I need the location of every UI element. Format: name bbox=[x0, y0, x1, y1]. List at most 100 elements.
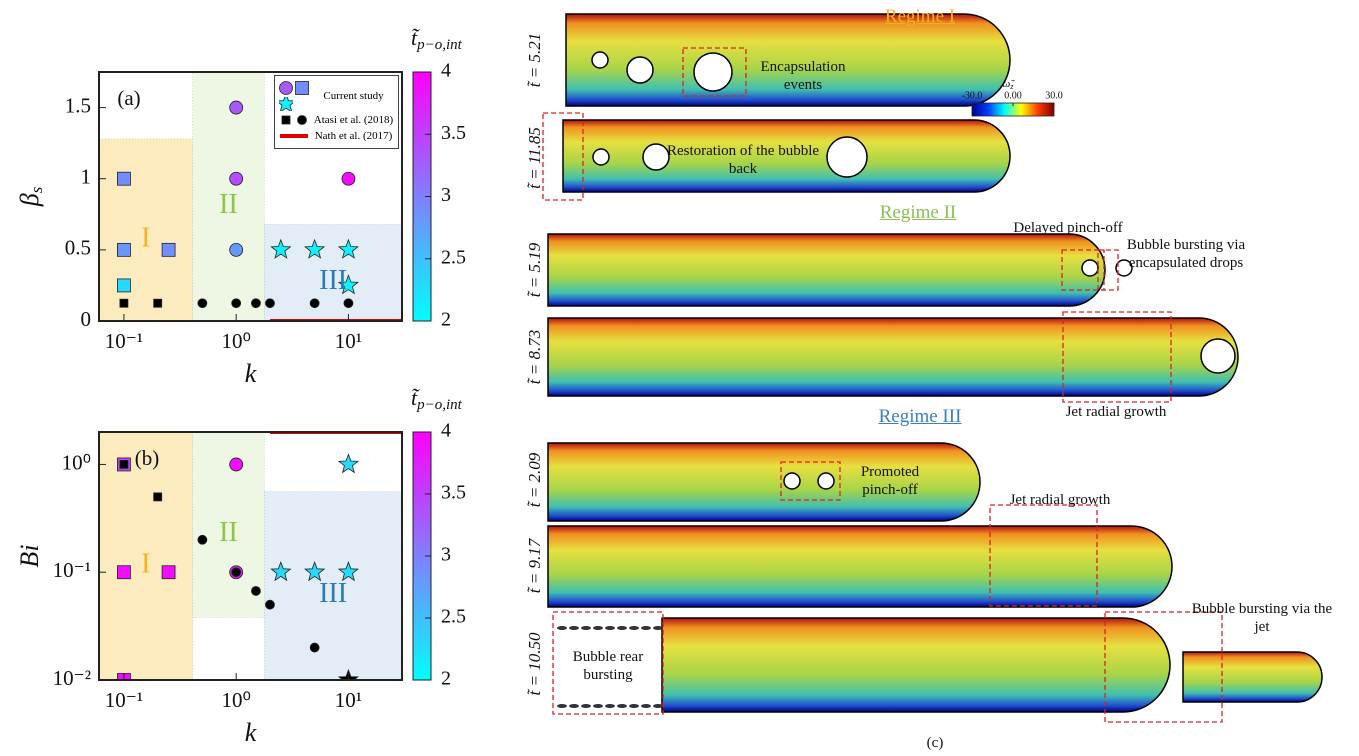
colorbar-tick-label: 3 bbox=[441, 184, 451, 206]
time-label: t̃ = 8.73 bbox=[525, 330, 544, 384]
bubble-field bbox=[1182, 651, 1323, 703]
marker-square bbox=[117, 242, 131, 257]
time-label: t̃ = 9.17 bbox=[525, 537, 544, 593]
y-tick-label: 0 bbox=[81, 307, 92, 331]
legend-label: Atasi et al. (2018) bbox=[313, 114, 394, 126]
colorbar-symbol: t̃ bbox=[411, 385, 420, 410]
colorbar-tick-label: 2.5 bbox=[441, 246, 466, 268]
x-tick-label: 10⁻¹ bbox=[105, 688, 143, 712]
panel-label: (a) bbox=[117, 86, 140, 110]
time-label: t̃ = 10.50 bbox=[525, 632, 544, 695]
x-axis-label: k bbox=[245, 718, 257, 747]
marker-circle bbox=[265, 599, 275, 610]
marker-circle bbox=[197, 534, 208, 545]
annotation: Encapsulation events bbox=[760, 59, 846, 93]
colorbar-tick-label: 2 bbox=[441, 309, 451, 331]
x-tick-label: 10⁰ bbox=[221, 329, 250, 353]
marker-circle bbox=[229, 457, 244, 472]
drop bbox=[591, 51, 609, 69]
fragment bbox=[593, 704, 603, 708]
colorbar-tick-label: 30.0 bbox=[1045, 90, 1063, 101]
plot-area bbox=[99, 72, 402, 321]
legend-icons bbox=[279, 113, 313, 127]
legend: Current study Atasi et al. (2018) Nath et … bbox=[274, 75, 399, 149]
fragment bbox=[605, 626, 615, 630]
x-axis-label: k bbox=[245, 359, 257, 388]
marker-circle bbox=[197, 298, 208, 309]
time-label: t̃ = 11.85 bbox=[525, 127, 544, 189]
legend-icon bbox=[297, 115, 307, 125]
drop bbox=[592, 148, 610, 166]
fragment bbox=[617, 626, 627, 630]
legend-entry: Atasi et al. (2018) bbox=[279, 113, 394, 127]
y-tick-label: 10⁻² bbox=[53, 666, 91, 690]
marker-circle bbox=[341, 171, 356, 186]
marker-square bbox=[161, 565, 176, 580]
drop bbox=[693, 52, 733, 92]
annotation: Delayed pinch-off bbox=[1013, 220, 1123, 236]
marker-circle bbox=[229, 242, 244, 257]
time-label: t̃ = 5.19 bbox=[525, 242, 544, 297]
regime-label: II bbox=[219, 189, 238, 220]
colorbar-symbol: t̃ bbox=[411, 25, 420, 50]
colorbar-subscript: p−o,int bbox=[416, 37, 463, 53]
regime-label: III bbox=[319, 265, 347, 296]
regime-label: I bbox=[141, 222, 150, 253]
y-axis-subscript: s bbox=[27, 186, 46, 193]
legend-icons bbox=[279, 129, 313, 143]
marker-square bbox=[119, 460, 129, 469]
colorbar-title: t̃p−o,int bbox=[411, 25, 463, 53]
marker-circle bbox=[279, 81, 293, 95]
legend-icon bbox=[279, 97, 293, 111]
colorbar-tick-label: 2 bbox=[441, 668, 451, 690]
legend-entry: Nath et al. (2017) bbox=[279, 129, 394, 143]
marker-circle bbox=[231, 567, 242, 578]
drop bbox=[642, 143, 670, 171]
fragment bbox=[557, 626, 567, 630]
marker-star bbox=[337, 274, 359, 295]
marker-circle bbox=[229, 171, 244, 186]
colorbar-tick-label: 3.5 bbox=[441, 122, 466, 144]
regime-title: Regime III bbox=[878, 406, 962, 427]
fragment bbox=[569, 626, 579, 630]
y-tick-label: 10⁻¹ bbox=[53, 558, 91, 582]
marker-star bbox=[337, 238, 359, 259]
fragment bbox=[581, 626, 591, 630]
fragment bbox=[569, 704, 579, 708]
plot-frame bbox=[98, 71, 403, 322]
annotation: Bubble rear bursting bbox=[572, 649, 644, 683]
regime-region bbox=[192, 432, 265, 618]
plot-area bbox=[99, 432, 402, 680]
marker-star bbox=[279, 97, 293, 111]
marker-star bbox=[337, 453, 359, 474]
marker-star bbox=[270, 238, 292, 259]
marker-star bbox=[304, 238, 326, 259]
marker-circle bbox=[231, 298, 242, 309]
highlight-box bbox=[1062, 311, 1172, 403]
bubble-field bbox=[547, 317, 1239, 397]
marker-square bbox=[161, 242, 176, 257]
fragment bbox=[629, 626, 639, 630]
panel-label: (c) bbox=[926, 735, 944, 751]
legend-entry: Current study bbox=[279, 81, 394, 111]
y-axis-label: βs bbox=[15, 186, 46, 207]
regime-region bbox=[99, 432, 194, 680]
marker-square bbox=[295, 81, 309, 95]
fragment bbox=[557, 704, 567, 708]
marker-circle bbox=[309, 298, 320, 309]
legend-icon bbox=[295, 81, 309, 95]
highlight-box bbox=[542, 112, 584, 201]
drop bbox=[817, 472, 835, 490]
colorbar-subscript: p−o,int bbox=[416, 397, 463, 413]
regime-title: Regime II bbox=[879, 202, 957, 223]
time-label: t̃ = 2.09 bbox=[525, 452, 544, 507]
drop bbox=[783, 472, 801, 490]
colorbar-tick-label: 2.5 bbox=[441, 606, 466, 628]
regime-label: II bbox=[219, 517, 238, 548]
marker-circle bbox=[343, 298, 354, 309]
marker-square bbox=[117, 278, 131, 293]
colorbar-tick-label: 4 bbox=[441, 60, 451, 82]
annotation: Jet radial growth bbox=[1065, 404, 1167, 420]
colorbar-tick-label: -30.0 bbox=[962, 90, 983, 101]
